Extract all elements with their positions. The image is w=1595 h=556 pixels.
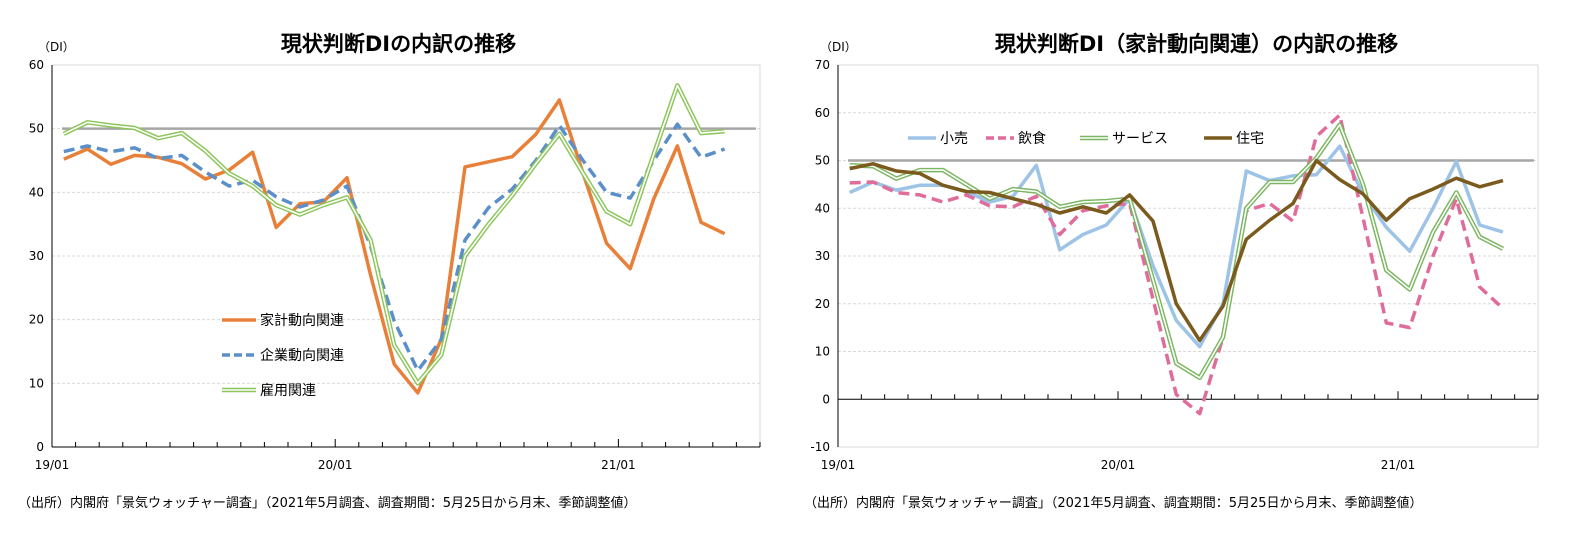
right-series-0	[848, 144, 1504, 349]
right-y-tick-label: 0	[822, 392, 830, 406]
left-y-tick-label: 60	[29, 58, 44, 72]
right-x-tick-label: 19/01	[821, 458, 856, 472]
left-series-line-1	[63, 122, 726, 373]
right-y-tick-label: 50	[815, 154, 830, 168]
right-legend-label-1: 飲食	[1018, 130, 1046, 147]
left-series-2	[62, 83, 725, 386]
chart-right-source: （出所）内閣府「景気ウォッチャー調査」（2021年5月調査、調査期間：5月25日…	[804, 496, 1423, 511]
right-legend: 小売 飲食 サービス 住宅	[908, 130, 1264, 147]
chart-left-source: （出所）内閣府「景気ウォッチャー調査」（2021年5月調査、調査期間：5月25日…	[18, 496, 637, 511]
left-legend-label-1: 企業動向関連	[260, 347, 344, 364]
left-y-tick-label: 10	[29, 376, 44, 390]
right-y-tick-label: 60	[815, 106, 830, 120]
left-series-line-2	[62, 83, 725, 386]
right-series-line-2	[849, 122, 1505, 381]
chart-panel-household-corporate-employment: 0 10 20 30 40 50 60 19/01 20/01 21/01 家計動向関連 企業動向関連…	[0, 0, 797, 556]
right-y-tick-label: -10	[810, 440, 830, 454]
left-x-tick-label: 20/01	[318, 458, 353, 472]
left-x-tick-label: 19/01	[35, 458, 70, 472]
left-series-line-0	[63, 98, 726, 395]
chart-right-title: 現状判断DI（家計動向関連）の内訳の推移	[994, 32, 1399, 56]
left-y-tick-label: 30	[29, 249, 44, 263]
left-legend-label-0: 家計動向関連	[260, 312, 344, 329]
left-legend-label-2: 雇用関連	[260, 382, 316, 399]
right-legend-label-3: 住宅	[1236, 131, 1264, 147]
right-series-line-2-inner	[849, 123, 1504, 379]
right-series-line-1	[849, 113, 1505, 416]
chart-right-svg: -10 0 10 20 30 40 50 60 70 19/01 20/01 21/01 小売 飲食 サービ…	[810, 58, 1539, 472]
left-y-tick-label: 40	[29, 185, 44, 199]
right-y-tick-label: 20	[815, 297, 830, 311]
left-y-tick-label: 20	[29, 313, 44, 327]
right-series-2	[849, 122, 1505, 381]
right-x-tick-label: 20/01	[1101, 458, 1136, 472]
left-series-line-2-inner	[63, 84, 725, 385]
chart-panel-household-breakdown: -10 0 10 20 30 40 50 60 70 19/01 20/01 21/01 小売 飲食 サービ…	[798, 0, 1595, 556]
right-legend-label-2: サービス	[1112, 131, 1168, 147]
chart-left-title: 現状判断DIの内訳の推移	[280, 32, 517, 56]
right-y-tick-label: 10	[815, 345, 830, 359]
right-x-tick-label: 21/01	[1381, 458, 1416, 472]
left-series-0	[63, 98, 726, 395]
chart-left-svg: 0 10 20 30 40 50 60 19/01 20/01 21/01 家計動向関連企業動向関連…	[29, 58, 761, 472]
right-series-line-3	[849, 158, 1504, 343]
right-legend-label-0: 小売	[940, 131, 968, 147]
left-series-1	[63, 122, 726, 373]
left-x-tick-label: 21/01	[601, 458, 636, 472]
right-series-1	[849, 113, 1505, 416]
left-y-tick-label: 50	[29, 122, 44, 136]
right-series-line-0	[848, 144, 1504, 349]
right-y-tick-label: 40	[815, 201, 830, 215]
chart-left-unit-label: （DI）	[38, 40, 75, 54]
left-y-tick-label: 0	[36, 440, 44, 454]
right-series-3	[849, 158, 1504, 343]
chart-right-unit-label: （DI）	[820, 40, 857, 54]
right-y-tick-label: 70	[815, 58, 830, 72]
right-y-tick-label: 30	[815, 249, 830, 263]
